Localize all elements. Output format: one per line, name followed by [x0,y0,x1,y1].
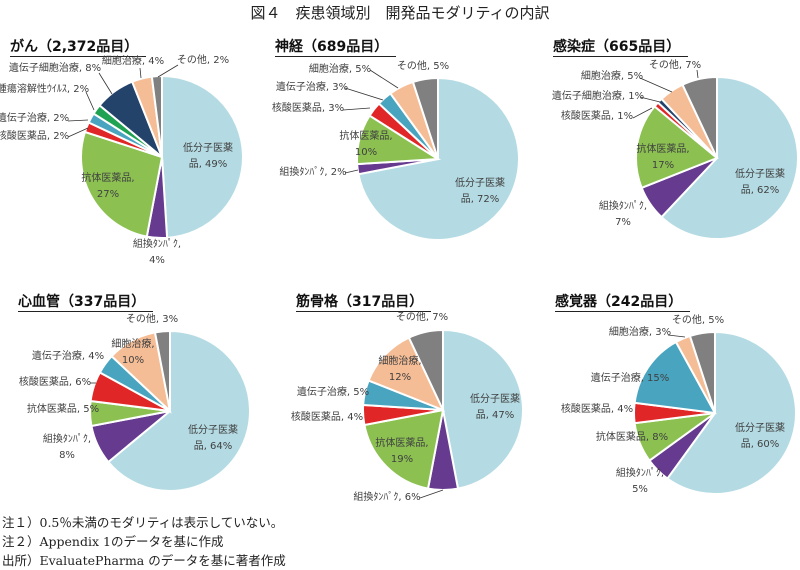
data-label-other: その他, 5% [671,315,725,326]
data-label-nucleic-acid: 核酸医薬品, 1% [560,111,634,122]
pie-3 [89,329,251,492]
pie-5 [633,330,797,495]
data-label-recombinant-protein: 組換ﾀﾝﾊﾟｸ, 4% [132,239,182,266]
panel-title-cancer: がん（2,372品目） [10,36,147,57]
data-label-nucleic-acid: 核酸医薬品, 4% [290,412,364,423]
data-label-small-molecule: 低分子医薬 品, 47% [470,394,520,421]
pie-slice-antibody [635,104,719,190]
pie-slice-other [150,74,163,158]
data-label-small-molecule: 低分子医薬 品, 62% [735,169,785,196]
data-label-other: その他, 7% [395,312,449,323]
data-label-antibody: 抗体医薬品, 8% [595,432,669,443]
pie-slice-small-molecule [106,329,251,492]
data-label-small-molecule: 低分子医薬 品, 64% [188,425,238,452]
pie-slice-small-molecule [665,330,797,495]
panel-title-cardio: 心血管（337品目） [18,291,154,312]
note-source: 出所）EvaluatePharma のデータを基に著者作成 [2,553,286,568]
leader-line [639,77,673,93]
data-label-nucleic-acid: 核酸医薬品, 6% [18,377,92,388]
leader-line [344,87,384,101]
data-label-nucleic-acid: 核酸医薬品, 3% [271,103,345,114]
data-label-recombinant-protein: 組換ﾀﾝﾊﾟｸ, 5% [615,468,665,495]
data-label-nucleic-acid: 核酸医薬品, 4% [560,404,634,415]
note-2: 注２）Appendix 1のデータを基に作成 [2,534,224,549]
pie-slice-other [407,328,444,411]
pie-slice-small-molecule [442,328,524,490]
data-label-other: その他, 7% [648,60,702,71]
data-label-recombinant-protein: 組換ﾀﾝﾊﾟｸ, 7% [598,201,648,228]
pie-slice-gene-therapy [633,340,717,415]
data-label-cell-therapy: 細胞治療, 4% [101,56,165,67]
pie-slice-other [688,330,716,414]
data-label-other: その他, 3% [125,314,179,325]
pie-1 [356,76,520,241]
data-label-recombinant-protein: 組換ﾀﾝﾊﾟｸ, 6% [353,492,421,503]
leader-line [67,119,89,122]
data-label-cell-therapy: 細胞治療, 3% [608,327,672,338]
data-label-recombinant-protein: 組換ﾀﾝﾊﾟｸ, 8% [42,434,92,461]
figure-title: 図４ 疾患領域別 開発品モダリティの内訳 [250,4,550,22]
leader-line [139,67,142,79]
panel-title-sensory: 感覚器（242品目） [555,291,691,312]
data-label-recombinant-protein: 組換ﾀﾝﾊﾟｸ, 2% [279,167,347,178]
pie-0 [80,74,244,239]
data-label-cell-therapy: 細胞治療, 5% [308,64,372,75]
data-label-gene-cell-therapy: 遺伝子細胞治療, 1% [551,91,645,102]
pie-slice-other [153,329,171,412]
data-label-gene-therapy: 遺伝子治療, 2% [0,113,70,124]
data-label-gene-therapy: 遺伝子治療, 15% [590,373,670,384]
pie-slice-other [681,75,718,159]
note-1: 注１）0.5％未満のモダリティは表示していない。 [2,515,284,530]
leader-line [98,72,113,95]
pie-slice-small-molecule [660,75,799,240]
pie-slice-other [411,76,439,160]
data-label-gene-therapy: 遺伝子治療, 3% [275,82,349,93]
panel-title-neuro: 神経（689品目） [275,36,397,57]
data-label-antibody: 抗体医薬品, 17% [636,144,690,171]
data-label-gene-cell-therapy: 遺伝子細胞治療, 8% [8,63,102,74]
data-label-gene-therapy: 遺伝子治療, 5% [296,387,370,398]
leader-line [419,489,444,499]
panel-title-musculo: 筋骨格（317品目） [296,291,432,312]
leader-line [369,69,399,89]
data-label-small-molecule: 低分子医薬 品, 60% [735,423,785,450]
data-label-antibody: 抗体医薬品, 19% [375,438,429,465]
pie-slice-antibody [80,130,164,238]
data-label-antibody: 抗体医薬品, 10% [339,131,393,158]
panel-title-infection: 感染症（665品目） [553,36,689,57]
leader-line [632,107,653,119]
pie-4 [362,328,524,491]
data-label-nucleic-acid: 核酸医薬品, 2% [0,131,70,142]
data-label-other: その他, 2% [176,55,230,66]
leader-line [67,127,89,138]
data-label-cell-therapy: 細胞治療, 12% [378,356,422,383]
leader-line [696,69,699,79]
data-label-gene-therapy: 遺伝子治療, 4% [31,351,105,362]
data-label-cell-therapy: 細胞治療, 10% [111,339,155,366]
data-label-antibody: 抗体医薬品, 27% [81,173,135,200]
data-label-other: その他, 5% [396,61,450,72]
data-label-small-molecule: 低分子医薬 品, 72% [455,178,505,205]
leader-line [157,64,179,78]
data-label-antibody: 抗体医薬品, 5% [26,404,100,415]
pie-slice-small-molecule [161,74,244,239]
pie-slice-antibody [363,408,445,490]
leader-line [85,91,95,111]
pie-2 [635,75,799,240]
leader-line [639,96,661,103]
leader-line [342,107,371,111]
data-label-oncolytic-virus: 腫瘍溶解性ｳｲﾙｽ, 2% [0,84,90,95]
data-label-small-molecule: 低分子医薬 品, 49% [183,143,233,170]
pie-slice-cell-therapy [367,336,445,412]
leader-line [344,169,359,174]
leader-line [667,334,686,338]
data-label-cell-therapy: 細胞治療, 5% [580,71,644,82]
